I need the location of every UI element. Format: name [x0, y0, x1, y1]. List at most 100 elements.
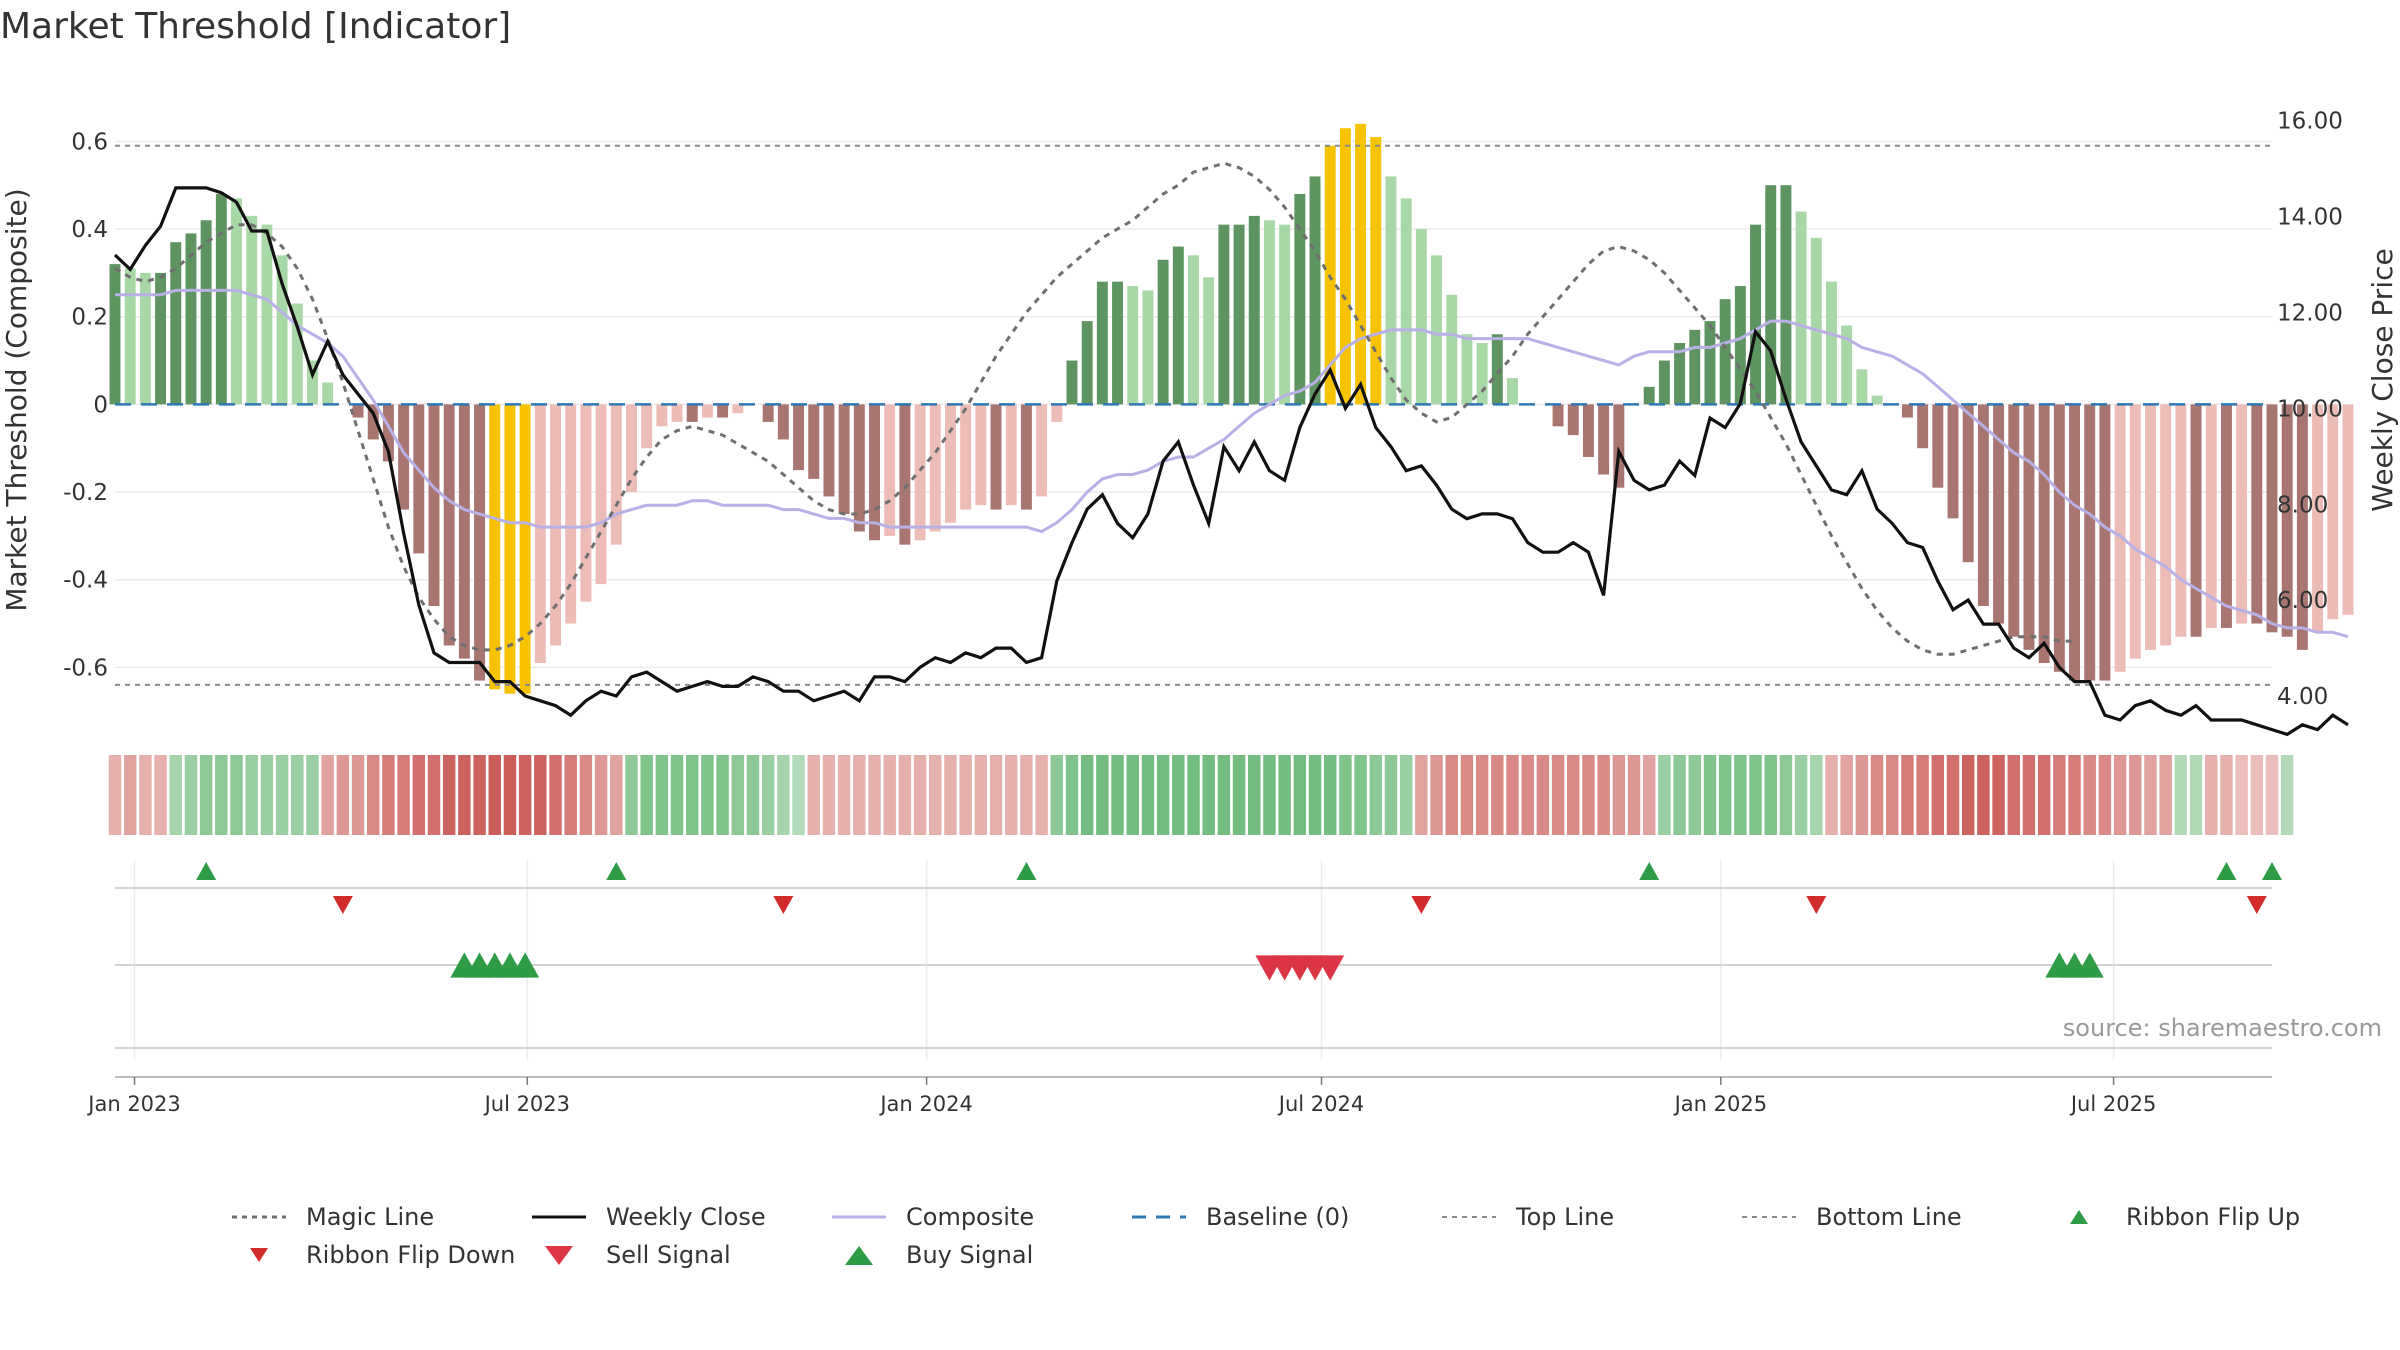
histogram-bar [1020, 404, 1032, 510]
ribbon-cell [336, 755, 350, 835]
ribbon-cell [792, 755, 805, 835]
histogram-bar [1233, 224, 1245, 405]
x-tick-label: Jul 2023 [483, 1092, 570, 1116]
ribbon-cell [1384, 755, 1398, 835]
legend-item-baseline: Baseline (0) [1130, 1200, 1349, 1234]
histogram-bar [276, 255, 288, 405]
ribbon-cell [1779, 755, 1793, 835]
histogram-bar [641, 404, 653, 449]
y-tick-label: -0.2 [63, 480, 108, 506]
histogram-bar [139, 272, 151, 405]
ribbon-cell [640, 755, 653, 835]
ribbon-strip [108, 755, 2294, 835]
ribbon-cell [1642, 755, 1656, 835]
ribbon-cell [2053, 755, 2066, 835]
ribbon-cell [1369, 755, 1383, 835]
histogram-bar [367, 404, 379, 440]
histogram-bar [1446, 294, 1458, 405]
histogram-bar [793, 404, 805, 471]
legend-item-composite: Composite [830, 1200, 1034, 1234]
histogram-bar [2114, 404, 2126, 672]
ribbon-cell [199, 755, 213, 835]
histogram-bar [428, 404, 440, 607]
histogram-bar [1582, 404, 1594, 457]
legend-item-top: Top Line [1440, 1200, 1614, 1234]
chart-title: Market Threshold [Indicator] [0, 6, 512, 47]
histogram-bar [1750, 224, 1762, 405]
histogram-bar [1431, 255, 1443, 405]
histogram-bar [1704, 321, 1716, 405]
histogram-bar [1507, 378, 1518, 405]
histogram-bar [656, 404, 668, 427]
ribbon-cell [579, 755, 593, 835]
ribbon-cell [670, 755, 684, 835]
histogram-bar [899, 404, 911, 545]
histogram-bar [1385, 176, 1397, 405]
histogram-bar [1932, 404, 1944, 488]
legend-swatch-top [1442, 1216, 1496, 1218]
ribbon-cell [1946, 755, 1960, 835]
histogram-bar [701, 404, 713, 418]
histogram-bar [291, 303, 303, 405]
ribbon-cell [291, 755, 304, 835]
source-credit: source: sharemaestro.com [2062, 1014, 2382, 1042]
histogram-bars [109, 123, 2354, 694]
histogram-bar [2069, 404, 2080, 681]
histogram-bar [1901, 404, 1913, 418]
histogram-bar [2327, 404, 2339, 620]
ribbon-cell [1172, 755, 1185, 835]
y2-tick-label: 14.00 [2277, 205, 2343, 231]
ribbon-flip-down-marker [1806, 896, 1827, 914]
histogram-bar [1400, 198, 1412, 405]
ribbon-cell [1460, 755, 1474, 835]
histogram-bar [1491, 334, 1503, 405]
ribbon-cell [1065, 755, 1079, 835]
ribbon-flip-up-marker [196, 862, 217, 880]
histogram-bar [853, 404, 865, 532]
histogram-bar [565, 404, 577, 624]
ribbon-cell [1931, 755, 1945, 835]
histogram-bar [1598, 404, 1610, 475]
histogram-bar [489, 404, 501, 690]
histogram-bar [777, 404, 789, 440]
ribbon-cell [974, 755, 988, 835]
histogram-bar [1841, 325, 1853, 405]
ribbon-cell [1551, 755, 1565, 835]
ribbon-cell [2189, 755, 2203, 835]
histogram-bar [1005, 404, 1017, 506]
ribbon-cell [503, 755, 517, 835]
histogram-bar [1947, 404, 1959, 519]
legend-item-buy: Buy Signal [830, 1238, 1033, 1272]
ribbon-cell [1430, 755, 1443, 835]
histogram-bar [1765, 185, 1777, 405]
histogram-bar [1112, 281, 1124, 405]
histogram-bar [246, 215, 258, 405]
ribbon-flip-up-marker [2262, 862, 2282, 880]
ribbon-cell [2068, 755, 2081, 835]
ribbon-cell [1612, 755, 1626, 835]
histogram-bar [929, 404, 941, 532]
histogram-bar [1476, 343, 1488, 405]
x-tick-label: Jan 2024 [878, 1092, 973, 1116]
histogram-bar [2220, 404, 2232, 628]
ribbon-cell [1187, 755, 1200, 835]
ribbon-cell [837, 755, 851, 835]
legend-label: Baseline (0) [1206, 1203, 1350, 1231]
ribbon-cell [154, 755, 167, 835]
ribbon-cell [731, 755, 745, 835]
histogram-bar [1172, 246, 1184, 405]
histogram-bar [352, 404, 364, 418]
histogram-bar [625, 404, 637, 493]
histogram-bar [2038, 404, 2050, 664]
ribbon-cell [610, 755, 623, 835]
ribbon-cell [1156, 755, 1170, 835]
y-tick-label: 0.6 [71, 129, 108, 155]
histogram-bar [261, 224, 273, 405]
x-tick-label: Jan 2025 [1673, 1092, 1768, 1116]
histogram-bar [2175, 404, 2187, 637]
histogram-bar [944, 404, 956, 523]
ribbon-cell [2174, 755, 2188, 835]
histogram-bar [2342, 404, 2354, 615]
ribbon-cell [2007, 755, 2020, 835]
ribbon-cell [1308, 755, 1322, 835]
